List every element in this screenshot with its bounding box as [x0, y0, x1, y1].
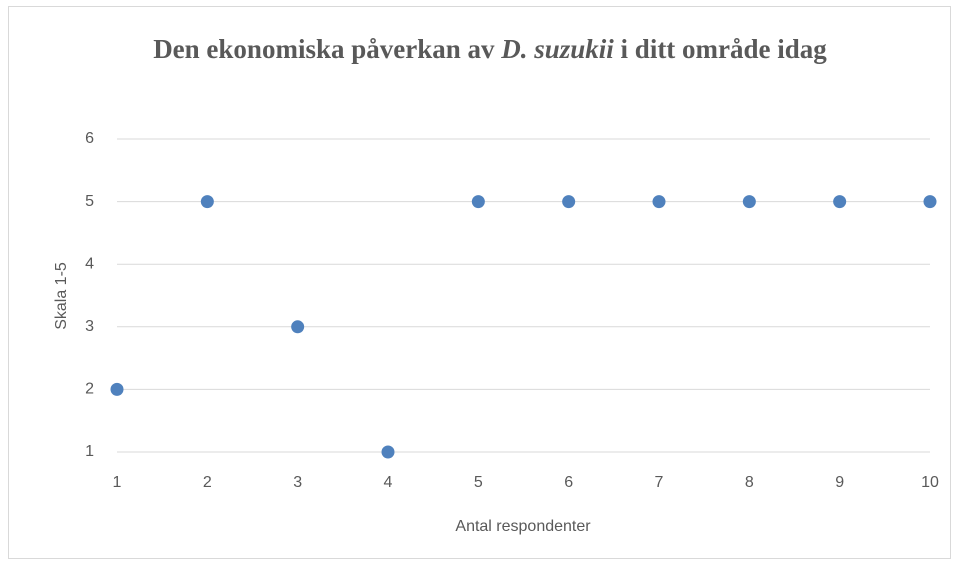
x-tick-label: 3 — [293, 474, 302, 491]
point — [562, 195, 576, 209]
x-tick-label: 9 — [835, 474, 844, 491]
x-tick-label: 4 — [384, 474, 393, 491]
y-tick-label: 5 — [85, 193, 94, 210]
title-part: Den ekonomiska påverkan av — [153, 34, 495, 64]
x-tick-label: 6 — [564, 474, 573, 491]
y-tick-label: 3 — [85, 318, 94, 335]
point — [742, 195, 756, 209]
chart-border — [8, 6, 951, 559]
title-part: D. suzukii — [501, 34, 614, 64]
x-tick-label: 7 — [655, 474, 664, 491]
x-tick-label: 8 — [745, 474, 754, 491]
point — [110, 382, 124, 396]
point — [381, 445, 395, 459]
point — [652, 195, 666, 209]
point — [923, 195, 937, 209]
y-tick-label: 1 — [85, 443, 94, 460]
point — [833, 195, 847, 209]
y-tick-label: 6 — [85, 130, 94, 147]
point — [200, 195, 214, 209]
chart-title: Den ekonomiska påverkan av D. suzukii i … — [110, 30, 870, 68]
x-tick-label: 5 — [474, 474, 483, 491]
x-tick-label: 2 — [203, 474, 212, 491]
point — [471, 195, 485, 209]
point — [291, 320, 305, 334]
x-tick-label: 10 — [921, 474, 939, 491]
x-tick-label: 1 — [113, 474, 122, 491]
x-axis-label: Antal respondenter — [455, 518, 591, 535]
y-tick-label: 4 — [85, 255, 94, 272]
y-tick-label: 2 — [85, 381, 94, 398]
title-part: i ditt område idag — [620, 34, 827, 64]
y-axis-label: Skala 1-5 — [53, 262, 70, 330]
